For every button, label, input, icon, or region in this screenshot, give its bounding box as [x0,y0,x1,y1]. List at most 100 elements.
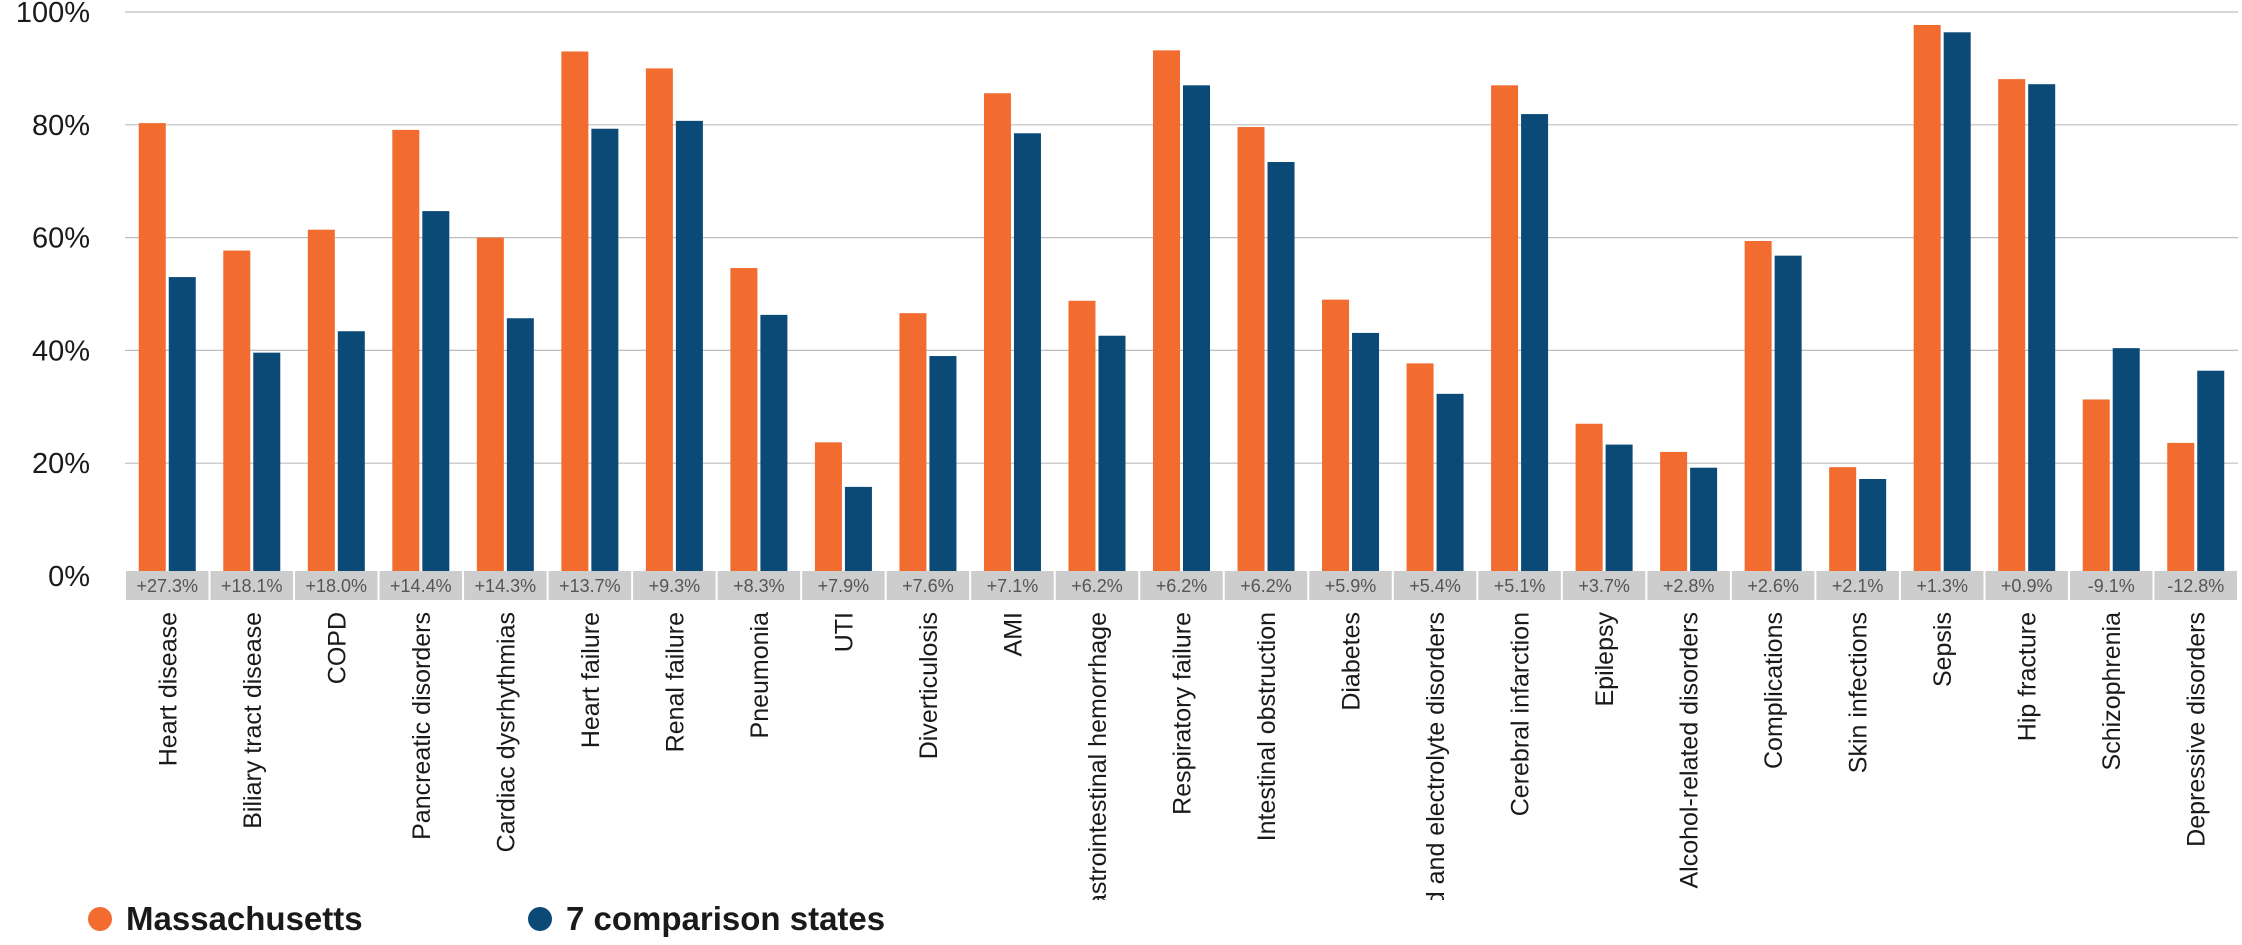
legend-label-comparison-states: 7 comparison states [566,900,886,937]
bar-comparison-states [422,211,450,577]
difference-box [295,571,378,600]
bar-comparison-states [1183,85,1210,576]
difference-label: +7.6% [902,576,954,596]
category-label: Alcohol-related disorders [1676,612,1704,889]
category-label: Sepsis [1929,612,1957,687]
bar-comparison-states [844,486,872,576]
bar-comparison-states [1352,332,1380,576]
difference-box [802,571,885,600]
bar-massachusetts [307,229,335,577]
difference-box [2069,571,2153,600]
difference-label: +5.4% [1409,576,1461,596]
difference-box [1900,571,1984,600]
difference-label: +9.3% [649,576,701,596]
bars [138,24,2225,577]
category-label: UTI [830,612,858,652]
bar-comparison-states [2028,84,2056,576]
bar-comparison-states [1859,478,1887,576]
y-tick-label: 0% [48,561,90,593]
legend-item-comparison-states: 7 comparison states [528,900,885,938]
category-label: Biliary tract disease [239,612,267,829]
difference-labels: +27.3% +18.1% +18.0% +14.4% +14.3% +13.7% +9.3… [126,571,2237,600]
bar-comparison-states [2197,370,2225,576]
bar-comparison-states [1436,393,1464,576]
difference-label: +14.3% [475,576,537,596]
difference-box [1478,571,1561,600]
category-label: Pancreatic disorders [408,612,436,840]
legend-item-massachusetts: Massachusetts [88,900,363,938]
bar-comparison-states [1774,255,1802,576]
category-label: Pneumonia [746,612,774,739]
difference-box [126,571,209,600]
difference-label: +7.1% [987,576,1039,596]
difference-box [379,571,463,600]
bar-massachusetts [2167,442,2195,576]
difference-label: +14.4% [390,576,452,596]
bar-comparison-states [760,314,788,576]
bar-comparison-states [506,318,534,576]
difference-label: +6.2% [1071,576,1123,596]
difference-box [210,571,294,600]
difference-label: +18.1% [221,576,283,596]
category-label: AMI [999,612,1027,656]
category-label: Respiratory failure [1169,612,1197,815]
category-label: Renal failure [661,612,689,752]
bar-massachusetts [476,237,504,576]
bar-massachusetts [138,123,166,576]
y-axis-ticks: 0% 20% 40% 60% 80% 100% [16,0,90,593]
bar-massachusetts [561,51,589,577]
bar-massachusetts [1575,423,1603,576]
difference-box [464,571,547,600]
bar-massachusetts [1153,50,1180,577]
difference-label: +5.1% [1494,576,1546,596]
difference-label: -9.1% [2088,576,2135,596]
bar-massachusetts [983,93,1011,576]
category-labels: Heart disease Biliary tract disease COPD Pa… [154,612,2210,900]
bar-massachusetts [899,313,927,576]
difference-label: +2.8% [1663,576,1715,596]
bar-massachusetts [1913,24,1941,577]
difference-label: +6.2% [1240,576,1292,596]
bar-comparison-states [1521,114,1549,577]
difference-box [633,571,716,600]
bar-massachusetts [1660,451,1688,576]
bar-comparison-states [1013,133,1041,576]
category-label: Cerebral infarction [1507,612,1535,816]
category-label: Heart disease [154,612,182,766]
difference-label: +3.7% [1578,576,1630,596]
difference-label: +1.3% [1916,576,1968,596]
difference-label: +0.9% [2001,576,2053,596]
bar-comparison-states [337,331,365,576]
difference-box [1393,571,1477,600]
legend-swatch-comparison-states [528,907,552,931]
difference-label: +18.0% [306,576,368,596]
category-label: Hip fracture [2014,612,2042,741]
bar-comparison-states [929,356,957,576]
category-label: Gastrointestinal hemorrhage [1084,612,1112,900]
y-tick-label: 60% [32,223,90,255]
legend-label-massachusetts: Massachusetts [126,900,363,937]
bar-comparison-states [1943,32,1971,576]
category-label: Heart failure [577,612,605,748]
difference-label: +27.3% [136,576,198,596]
y-tick-label: 100% [16,0,90,29]
category-label: Fluid and electrolyte disorders [1422,612,1450,900]
difference-label: +2.6% [1747,576,1799,596]
bar-comparison-states [675,120,703,577]
y-tick-label: 40% [32,335,90,367]
bar-comparison-states [1690,467,1718,576]
difference-label: +5.9% [1325,576,1377,596]
bar-comparison-states [1267,162,1295,577]
difference-box [548,571,632,600]
bar-comparison-states [591,128,619,577]
bar-massachusetts [1237,127,1265,576]
difference-box [2154,571,2237,600]
bar-comparison-states [1605,444,1633,576]
category-label: Complications [1760,612,1788,769]
y-tick-label: 80% [32,110,90,142]
category-label: Intestinal obstruction [1253,612,1281,841]
difference-box [1140,571,1223,600]
difference-label: +2.1% [1832,576,1884,596]
difference-box [717,571,801,600]
category-label: Cardiac dysrhythmias [492,612,520,852]
